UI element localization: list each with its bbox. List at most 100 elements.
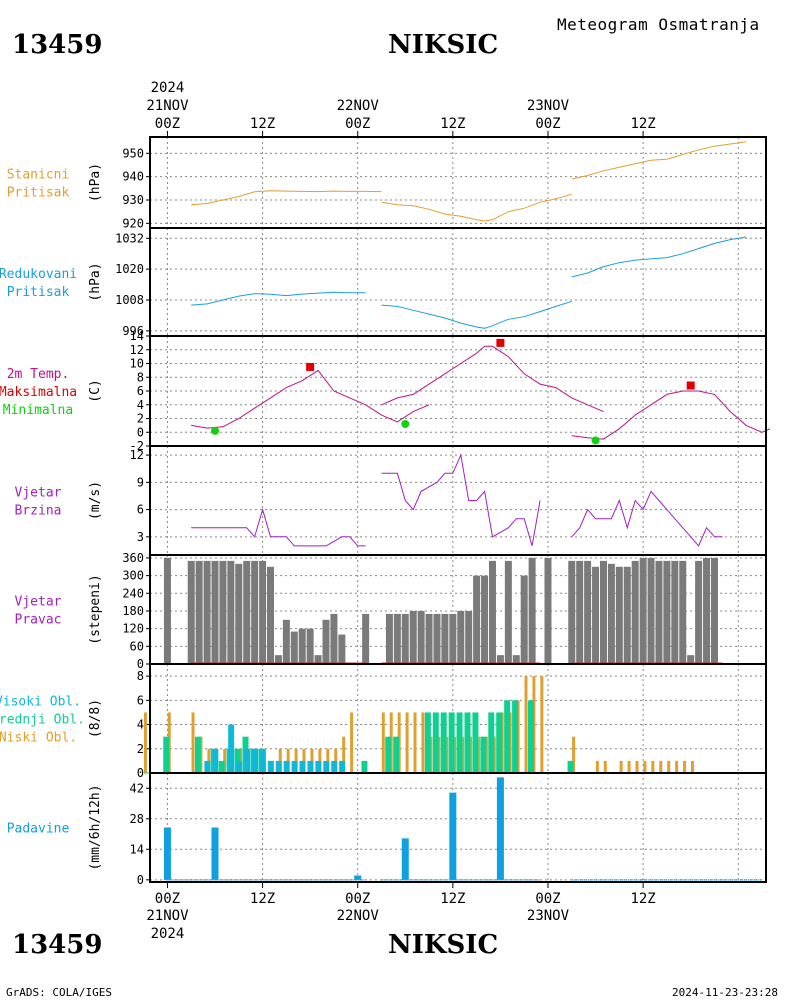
wind-direction-bar [512, 655, 520, 664]
cloud-bar [228, 724, 235, 773]
cloud-bar [212, 748, 219, 773]
wind-direction-bar [314, 655, 322, 664]
precipitation-bar [401, 838, 409, 880]
cloud-bar [627, 760, 631, 773]
cloud-bar [283, 760, 290, 773]
panel-label: Redukovani [0, 267, 77, 282]
wind-direction-bar [259, 560, 267, 664]
wind-direction-bar [496, 655, 504, 664]
panel-label: Srednji Obl. [0, 713, 85, 728]
wind-speed-line [191, 507, 366, 547]
cloud-bar [381, 712, 385, 773]
cloud-bar [690, 760, 694, 773]
wind-direction-bar [251, 560, 259, 664]
cloud-bar [350, 712, 354, 773]
y-tick-label: 120 [122, 622, 144, 636]
y-tick-label: 14 [130, 842, 144, 856]
timestamp: 2024-11-23-23:28 [672, 986, 778, 999]
wind-speed-line [381, 453, 541, 547]
wind-direction-bar [473, 575, 481, 664]
panel-label: Pravac [15, 613, 62, 628]
wind-direction-bar [488, 560, 496, 664]
y-tick-label: 1020 [115, 262, 144, 276]
y-tick-label: 1008 [115, 293, 144, 307]
wind-direction-bar [687, 655, 695, 664]
y-tick-label: 240 [122, 586, 144, 600]
wind-direction-bar [631, 560, 639, 664]
wind-direction-bar [433, 613, 441, 664]
panel-label: Pritisak [7, 186, 70, 201]
cloud-bar [143, 712, 147, 773]
wind-direction-bar [393, 613, 401, 664]
x-day-label: 22NOV [337, 98, 380, 114]
x-year-label: 2024 [151, 926, 185, 942]
credit: GrADS: COLA/IGES [6, 986, 112, 999]
wind-direction-bar [465, 610, 473, 664]
station-pressure-line [381, 193, 572, 222]
unit-label: (stepeni) [88, 574, 103, 644]
cloud-bar [299, 760, 306, 773]
unit-label: (hPa) [88, 262, 103, 301]
max-temp-marker [496, 338, 505, 347]
cloud-bar [464, 712, 471, 773]
wind-direction-bar [615, 566, 623, 664]
y-tick-label: 10 [130, 357, 144, 371]
cloud-bar [659, 760, 663, 773]
cloud-bar [512, 700, 519, 773]
subtitle: Meteogram Osmatranja [557, 15, 760, 34]
x-tick-label: 00Z [155, 891, 180, 907]
cloud-bar [385, 736, 392, 773]
y-tick-label: 8 [137, 669, 144, 683]
cloud-bar [405, 712, 409, 773]
y-tick-label: 360 [122, 551, 144, 565]
wind-direction-bar [639, 557, 647, 664]
x-day-label: 23NOV [527, 908, 570, 924]
y-tick-label: 996 [122, 324, 144, 338]
cloud-bar [456, 712, 463, 773]
cloud-bar [667, 760, 671, 773]
y-tick-label: 60 [130, 639, 144, 653]
cloud-bar [331, 760, 338, 773]
cloud-bar [540, 676, 544, 773]
y-tick-label: 1032 [115, 231, 144, 245]
cloud-bar [472, 712, 479, 773]
panel-label: Visoki Obl. [0, 695, 81, 710]
cloud-bar [448, 712, 455, 773]
wind-direction-bar [267, 566, 275, 664]
x-day-label: 22NOV [337, 908, 380, 924]
panel-frame [149, 335, 767, 447]
panel-label: Brzina [15, 504, 62, 519]
wind-direction-bar [322, 619, 330, 664]
reduced-pressure-line [571, 236, 747, 278]
y-tick-label: 12 [130, 343, 144, 357]
wind-direction-bar [195, 560, 203, 664]
precipitation-bar [354, 875, 362, 880]
wind-direction-bar [338, 634, 346, 664]
cloud-bar [191, 712, 195, 773]
wind-direction-bar [219, 560, 227, 664]
x-tick-label: 12Z [250, 891, 275, 907]
min-temp-marker [591, 436, 600, 445]
wind-direction-bar [576, 560, 584, 664]
wind-direction-bar [441, 613, 449, 664]
wind-direction-bar [401, 613, 409, 664]
unit-label: (mm/6h/12h) [88, 784, 103, 870]
wind-direction-bar [282, 619, 290, 664]
panel-frame [149, 227, 767, 337]
cloud-bar [572, 736, 576, 773]
panel-frame [149, 772, 767, 883]
y-tick-label: 0 [137, 766, 144, 780]
wind-direction-bar [647, 557, 655, 664]
cloud-bar [643, 760, 647, 773]
x-tick-label: 00Z [345, 891, 370, 907]
cloud-bar [244, 748, 251, 773]
station-id-bottom: 13459 [12, 930, 103, 960]
panel-label: Minimalna [3, 403, 73, 418]
wind-direction-bar [695, 560, 703, 664]
y-tick-label: 42 [130, 781, 144, 795]
x-tick-label: 00Z [535, 891, 560, 907]
wind-direction-bar [330, 613, 338, 664]
wind-direction-bar [163, 557, 171, 664]
wind-direction-bar [504, 560, 512, 664]
panel-label: Stanicni [7, 168, 70, 183]
